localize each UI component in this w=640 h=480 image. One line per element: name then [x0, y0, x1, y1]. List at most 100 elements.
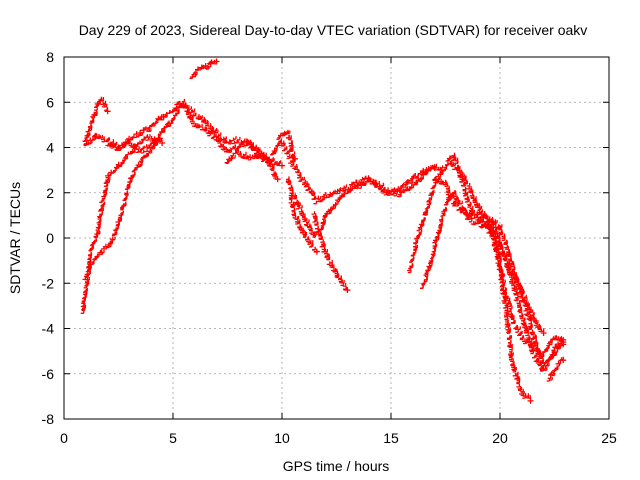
- data-point: [394, 190, 398, 195]
- data-point: [493, 231, 498, 235]
- data-point: [519, 314, 524, 318]
- series-track-q: [486, 216, 547, 337]
- data-point: [317, 231, 322, 236]
- data-point: [457, 206, 462, 211]
- data-point: [398, 193, 402, 198]
- data-point: [235, 147, 239, 151]
- data-point: [527, 395, 531, 399]
- data-point: [329, 262, 333, 266]
- data-point: [163, 111, 168, 116]
- y-tick-label: -8: [42, 411, 55, 427]
- grid-lines: [64, 57, 609, 419]
- data-point: [102, 102, 107, 106]
- data-point: [523, 300, 528, 304]
- data-point: [504, 244, 508, 249]
- data-point: [334, 270, 339, 275]
- data-point: [473, 199, 477, 204]
- data-point: [267, 162, 271, 167]
- data-point: [308, 189, 313, 194]
- data-point: [523, 294, 527, 299]
- data-point: [308, 226, 312, 231]
- data-point: [209, 130, 213, 135]
- data-point: [133, 145, 138, 150]
- data-point: [291, 204, 295, 209]
- data-point: [480, 218, 484, 222]
- data-point: [515, 375, 519, 380]
- data-point: [535, 324, 539, 328]
- data-point: [482, 221, 486, 225]
- data-point: [101, 201, 106, 206]
- data-point: [484, 223, 489, 228]
- data-point: [420, 167, 424, 172]
- data-point: [207, 123, 212, 127]
- data-point: [519, 312, 523, 317]
- data-point: [103, 187, 107, 192]
- y-axis-label: SDTVAR / TECUs: [7, 182, 23, 294]
- data-point: [547, 375, 552, 379]
- data-point: [311, 192, 316, 196]
- data-point: [517, 326, 521, 331]
- series-track-o: [445, 152, 534, 404]
- data-point: [105, 137, 110, 142]
- data-point: [476, 209, 481, 214]
- data-point: [290, 158, 294, 162]
- data-point: [104, 108, 111, 115]
- y-tick-label: 2: [46, 185, 54, 201]
- data-point: [199, 115, 203, 119]
- data-point: [519, 335, 524, 339]
- data-point: [88, 251, 92, 256]
- data-point: [494, 248, 498, 252]
- data-point: [101, 249, 105, 254]
- series-track-g: [204, 58, 220, 70]
- data-point: [175, 107, 180, 112]
- data-point: [103, 103, 108, 108]
- data-point: [422, 217, 426, 221]
- data-point: [548, 356, 553, 360]
- data-point: [148, 142, 152, 146]
- data-point: [446, 189, 451, 194]
- data-point: [529, 325, 533, 329]
- x-tick-label: 10: [274, 430, 290, 446]
- series-track-c: [82, 135, 163, 281]
- data-point: [400, 188, 405, 193]
- data-point: [413, 180, 418, 185]
- data-point: [289, 196, 293, 201]
- data-point: [439, 165, 444, 169]
- data-point: [510, 315, 515, 319]
- data-point: [530, 331, 535, 336]
- data-point: [270, 167, 275, 172]
- data-point: [499, 276, 503, 281]
- data-point: [433, 243, 438, 248]
- data-point: [154, 119, 159, 124]
- data-point: [360, 181, 364, 186]
- data-point: [520, 388, 524, 393]
- data-point: [204, 120, 208, 124]
- data-point: [184, 108, 189, 112]
- data-point: [289, 154, 293, 159]
- data-point: [560, 357, 567, 364]
- data-point: [537, 353, 542, 358]
- data-point: [501, 291, 505, 295]
- data-point: [414, 181, 419, 186]
- series-track-f: [189, 63, 209, 80]
- data-point: [312, 246, 316, 251]
- data-point: [427, 201, 432, 205]
- data-point: [514, 294, 519, 299]
- data-point: [305, 236, 310, 240]
- series-track-a: [82, 96, 111, 145]
- data-point: [99, 212, 103, 216]
- data-point: [288, 184, 293, 189]
- data-point: [216, 138, 221, 142]
- series-track-h: [224, 147, 281, 183]
- data-point: [343, 286, 348, 291]
- data-point: [298, 208, 303, 213]
- data-point: [116, 221, 120, 226]
- data-point: [194, 71, 198, 76]
- data-point: [463, 209, 468, 214]
- data-point: [513, 291, 518, 296]
- data-point: [310, 191, 315, 195]
- data-point: [108, 169, 112, 174]
- data-point: [551, 348, 556, 353]
- data-point: [529, 330, 534, 334]
- data-point: [526, 335, 530, 339]
